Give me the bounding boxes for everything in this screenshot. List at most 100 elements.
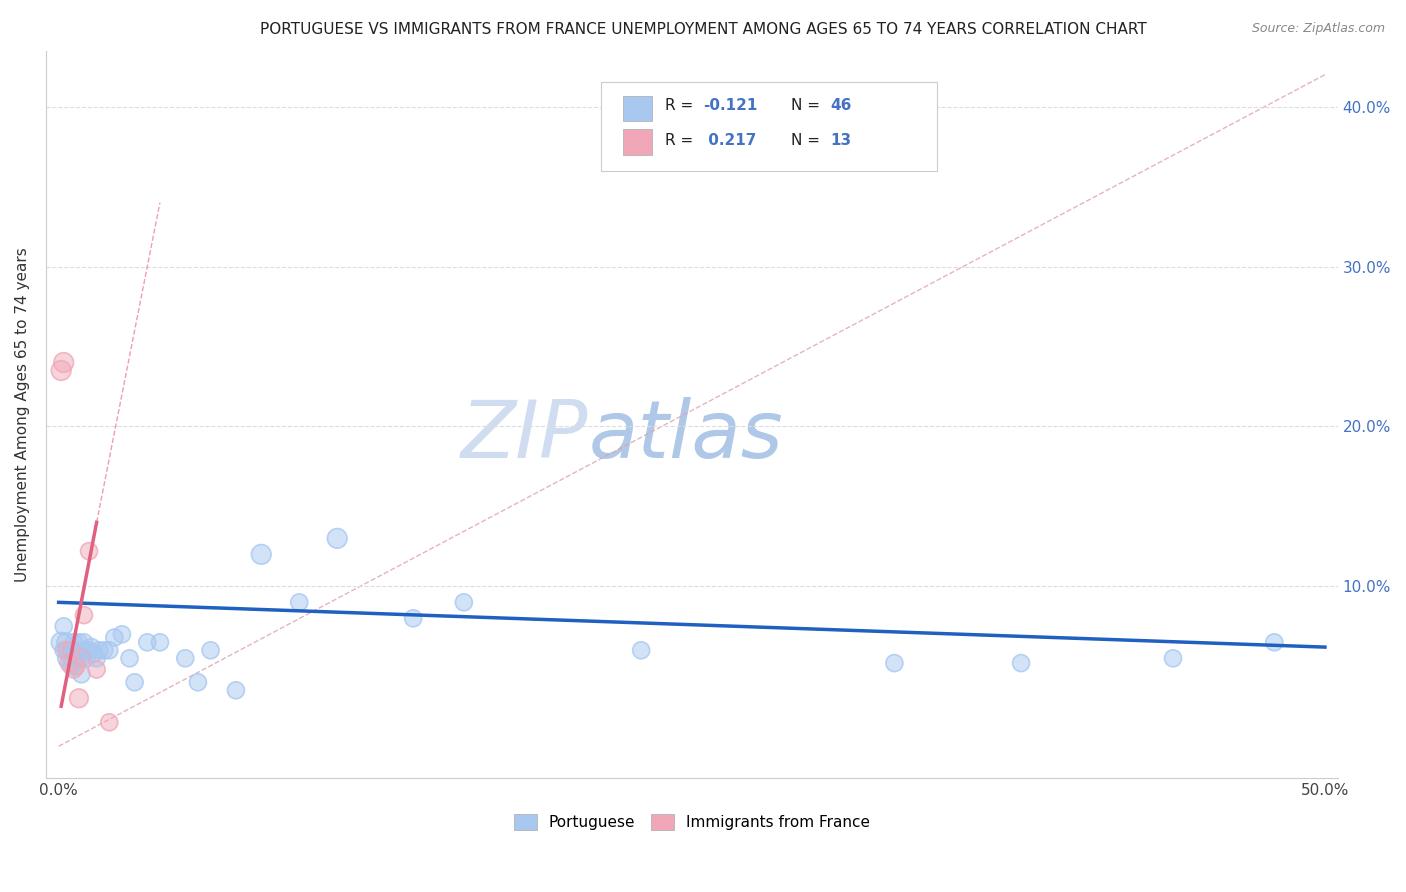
Point [70,651,93,665]
Point [58,656,80,670]
Point [288,595,311,609]
Point [98,643,121,657]
Point [55,651,77,665]
FancyBboxPatch shape [623,129,652,154]
Point [453,595,475,609]
Point [63,635,86,649]
Point [200,643,222,657]
Point [187,675,209,690]
Point [136,635,159,649]
Point [80,640,103,654]
Y-axis label: Unemployment Among Ages 65 to 74 years: Unemployment Among Ages 65 to 74 years [15,247,30,582]
Point [111,627,134,641]
Point [200,643,222,657]
Point [1010,656,1032,670]
Point [80,640,103,654]
Point [118,651,141,665]
Point [89,643,111,657]
Point [83,647,105,661]
Point [86,663,108,677]
Point [1263,635,1285,649]
Point [93,643,115,657]
Point [76,651,98,665]
Point [77,544,100,558]
Point [55,635,77,649]
Point [58,643,80,657]
Point [111,627,134,641]
Point [326,532,349,546]
Point [73,608,96,623]
Point [52,355,75,369]
Point [77,544,100,558]
Point [118,651,141,665]
Point [402,611,425,625]
Point [63,647,86,661]
Point [86,651,108,665]
Point [51,363,73,377]
Text: ZIP: ZIP [461,397,589,475]
Point [187,675,209,690]
Point [103,631,125,645]
Text: N =: N = [792,133,825,148]
Point [630,643,652,657]
Point [706,147,728,161]
Text: 13: 13 [830,133,851,148]
Point [1161,651,1184,665]
Point [60,659,83,673]
Text: PORTUGUESE VS IMMIGRANTS FROM FRANCE UNEMPLOYMENT AMONG AGES 65 TO 74 YEARS CORR: PORTUGUESE VS IMMIGRANTS FROM FRANCE UNE… [260,22,1146,37]
Point [51,635,73,649]
Point [52,643,75,657]
Point [250,547,273,561]
Point [402,611,425,625]
Point [70,647,93,661]
Point [70,667,93,681]
Point [77,643,100,657]
Point [98,715,121,730]
Point [98,643,121,657]
Point [70,667,93,681]
Point [174,651,197,665]
Point [52,355,75,369]
Point [1161,651,1184,665]
Point [67,635,90,649]
Point [67,651,90,665]
Point [149,635,172,649]
Point [149,635,172,649]
Point [67,691,90,706]
Point [73,643,96,657]
Point [51,363,73,377]
Point [70,651,93,665]
Point [55,635,77,649]
Text: R =: R = [665,98,697,113]
Point [60,643,83,657]
Point [52,643,75,657]
Point [70,647,93,661]
Text: 0.217: 0.217 [703,133,756,148]
Point [103,631,125,645]
FancyBboxPatch shape [623,95,652,121]
Point [58,656,80,670]
Point [55,643,77,657]
Point [288,595,311,609]
Point [706,147,728,161]
Point [52,619,75,633]
Point [65,643,87,657]
Point [51,635,73,649]
Point [60,651,83,665]
Point [225,683,247,698]
FancyBboxPatch shape [602,82,938,170]
Point [124,675,146,690]
Point [124,675,146,690]
Text: Source: ZipAtlas.com: Source: ZipAtlas.com [1251,22,1385,36]
Point [77,643,100,657]
Point [65,643,87,657]
Point [63,647,86,661]
Point [52,619,75,633]
Point [67,691,90,706]
Text: atlas: atlas [589,397,783,475]
Text: -0.121: -0.121 [703,98,758,113]
Point [63,663,86,677]
Text: 46: 46 [830,98,852,113]
Point [67,635,90,649]
Point [1263,635,1285,649]
